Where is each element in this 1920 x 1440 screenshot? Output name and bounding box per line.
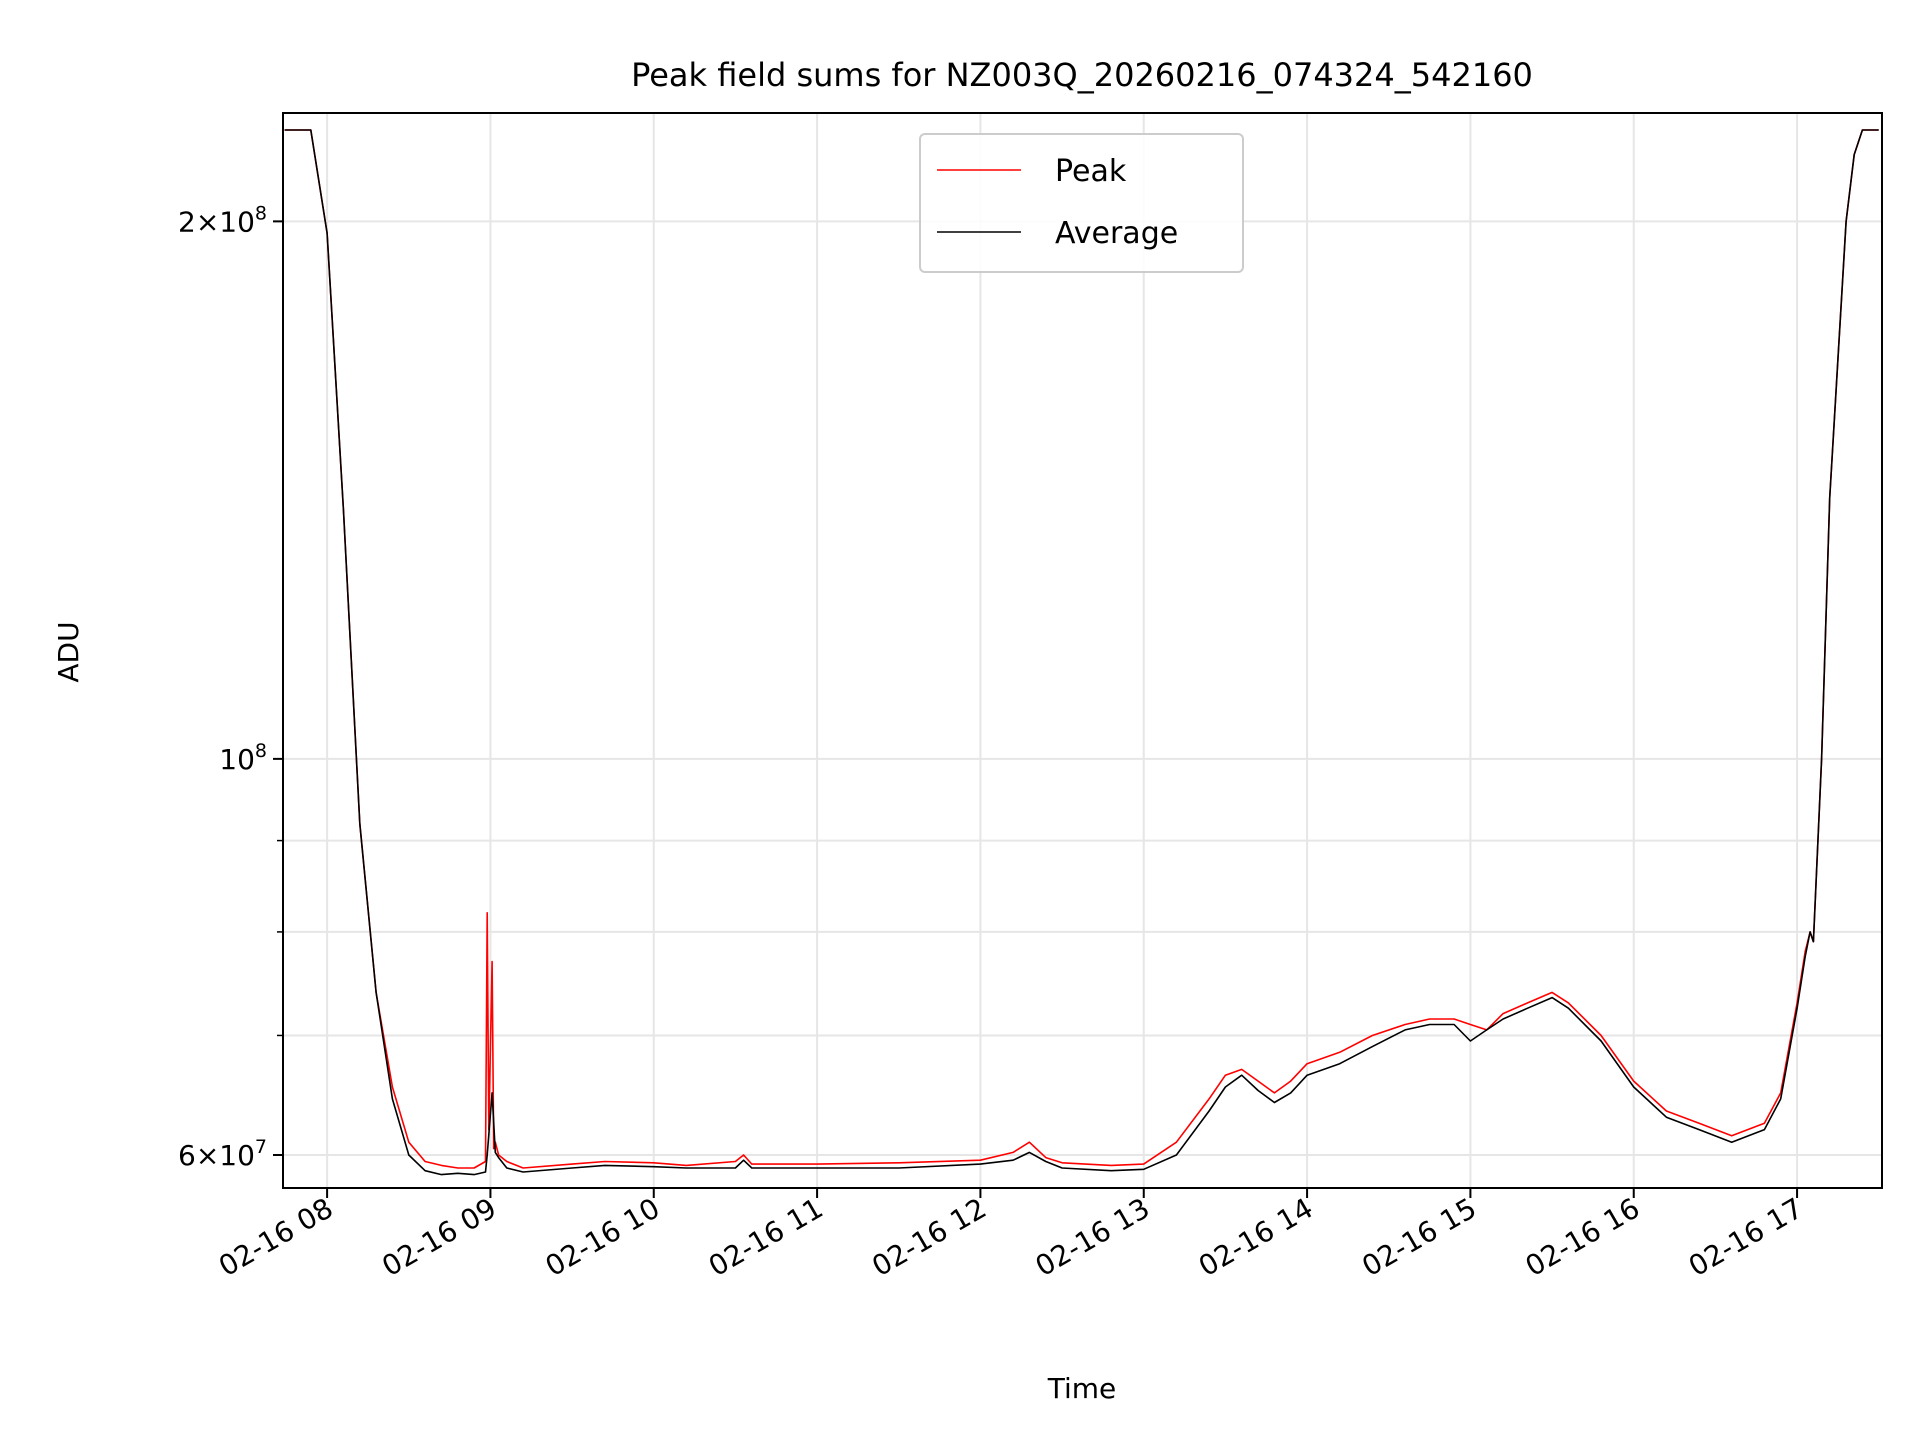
- legend: Peak Average: [919, 133, 1244, 273]
- x-axis-label: Time: [1047, 1372, 1117, 1405]
- chart-title: Peak field sums for NZ003Q_20260216_0743…: [631, 56, 1533, 94]
- legend-average-label: Average: [1055, 216, 1178, 251]
- peak-series-line: [284, 129, 1879, 1169]
- y-tick-label: 108: [219, 740, 267, 776]
- grid: [283, 113, 1882, 1188]
- y-tick-label: 6×107: [178, 1136, 267, 1172]
- y-axis-ticks: 6×107 108 2×108: [178, 202, 283, 1172]
- average-series-line: [284, 129, 1879, 1176]
- y-axis-label: ADU: [52, 621, 85, 682]
- legend-box: [919, 133, 1244, 273]
- y-tick-label: 2×108: [178, 202, 267, 238]
- plot-series: [284, 129, 1879, 1176]
- plot-frame: [282, 112, 1883, 1189]
- legend-peak-label: Peak: [1055, 154, 1127, 189]
